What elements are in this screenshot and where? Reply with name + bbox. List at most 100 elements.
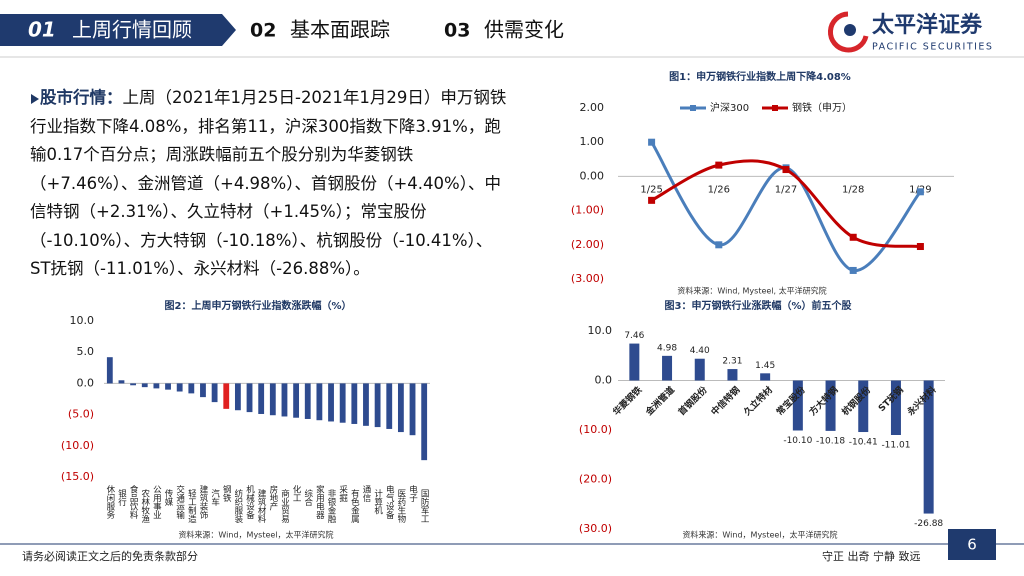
x-tick-label: 建筑材料	[256, 488, 266, 524]
x-tick-label: 建筑装饰	[198, 484, 208, 520]
bar	[165, 383, 171, 390]
bar	[281, 383, 288, 417]
logo-icon	[827, 11, 869, 53]
x-tick-label: 1/25	[640, 184, 662, 195]
x-tick-label: 金洲管道	[642, 384, 677, 419]
value-label: -10.18	[816, 436, 845, 446]
bar	[234, 383, 241, 411]
bar	[246, 383, 253, 413]
x-tick-label: 医药生物	[396, 489, 406, 524]
y-tick-label: (10.0)	[579, 423, 612, 436]
bar	[106, 357, 113, 384]
bar	[421, 383, 428, 461]
x-tick-label: 久立特材	[741, 384, 775, 418]
tab-label: 供需变化	[484, 18, 564, 42]
bar	[130, 383, 137, 386]
x-tick-label: ST抚钢	[876, 384, 906, 414]
x-tick-label: 电子	[408, 484, 418, 502]
y-tick-label: 2.00	[580, 101, 605, 114]
value-label: -10.10	[783, 436, 812, 446]
x-tick-label: 轻工制造	[186, 488, 196, 524]
x-tick-label: 采掘	[338, 484, 348, 503]
y-tick-label: (30.0)	[579, 522, 612, 535]
x-tick-label: 计算机	[373, 488, 383, 515]
bar	[890, 380, 901, 435]
bar	[374, 383, 381, 428]
bar	[304, 383, 311, 419]
x-tick-label: 商业贸易	[279, 488, 289, 524]
bar	[923, 380, 934, 514]
legend-label: 钢铁（申万）	[792, 101, 852, 114]
tab-num: 02	[250, 20, 276, 42]
point	[916, 243, 924, 251]
bar	[858, 380, 869, 433]
bar	[258, 383, 265, 414]
x-tick-label: 综合	[303, 488, 313, 507]
y-tick-label: 0.0	[595, 374, 613, 387]
x-tick-label: 家用电器	[314, 484, 324, 520]
y-tick-label: (5.0)	[68, 408, 94, 421]
y-tick-label: (1.00)	[571, 204, 604, 217]
value-label: 2.31	[722, 357, 742, 367]
legend-marker	[690, 105, 696, 111]
bullet	[31, 93, 39, 104]
value-label: 4.98	[657, 343, 677, 353]
x-tick-label: 化工	[291, 484, 301, 502]
bar	[211, 383, 218, 403]
x-tick-label: 非银金融	[326, 488, 336, 524]
x-tick-label: 农林牧渔	[140, 488, 150, 523]
y-tick-label: 0.00	[580, 169, 605, 182]
x-tick-label: 杭钢股份	[839, 383, 874, 418]
bar	[269, 383, 276, 416]
point	[916, 188, 924, 196]
point	[849, 233, 857, 241]
bar	[339, 383, 346, 423]
legend-marker	[772, 105, 778, 111]
x-tick-label: 纺织服装	[233, 488, 243, 524]
x-tick-label: 1/28	[842, 184, 864, 195]
value-label: 4.40	[690, 346, 710, 356]
tab-num: 03	[444, 20, 470, 42]
bar	[118, 380, 125, 384]
chart-title: 图3：申万钢铁行业涨跌幅（%）前五个股	[665, 299, 853, 312]
bar	[188, 383, 195, 394]
line-series	[650, 141, 922, 272]
x-tick-label: 食品饮料	[128, 484, 138, 520]
y-tick-label: 10.0	[588, 324, 613, 337]
y-tick-label: (15.0)	[61, 470, 94, 483]
y-tick-label: (10.0)	[61, 439, 94, 452]
bar	[397, 383, 404, 433]
bar	[351, 383, 358, 424]
tab-label: 基本面跟踪	[290, 18, 390, 42]
chart-source: 资料来源：Wind，Mysteel，太平洋研究院	[178, 530, 333, 540]
bar	[409, 383, 416, 436]
bar	[200, 383, 206, 398]
y-tick-label: (2.00)	[571, 238, 604, 251]
x-tick-label: 机械设备	[245, 484, 255, 520]
bar	[727, 369, 738, 381]
x-tick-label: 电气设备	[384, 484, 394, 520]
chart-source: 资料来源：Wind，Mysteel，太平洋研究院	[682, 530, 837, 540]
chart-source: 资料来源：Wind, Mysteel, 太平洋研究院	[677, 286, 826, 296]
bar	[760, 373, 771, 381]
point	[849, 266, 857, 274]
point	[715, 241, 723, 249]
y-tick-label: 0.0	[77, 376, 95, 389]
chart-title: 图1：申万钢铁行业指数上周下降4.08%	[669, 70, 851, 83]
x-tick-label: 1/27	[775, 184, 797, 195]
point	[715, 161, 723, 169]
x-tick-label: 银行	[116, 488, 126, 507]
page-number: 6	[967, 536, 977, 554]
tab-num: 01	[28, 18, 56, 42]
y-tick-label: 1.00	[580, 135, 605, 148]
motto: 守正 出奇 宁静 致远	[822, 549, 921, 563]
body-label: 股市行情：	[40, 88, 123, 107]
y-tick-label: 10.0	[70, 314, 95, 327]
disclaimer: 请务必阅读正文之后的免责条款部分	[22, 549, 198, 563]
x-tick-label: 国防军工	[419, 489, 429, 523]
point	[782, 166, 790, 174]
x-tick-label: 钢铁	[221, 484, 231, 503]
x-tick-label: 休闲服务	[105, 484, 115, 520]
y-tick-label: (20.0)	[579, 473, 612, 486]
x-tick-label: 首钢股份	[676, 383, 711, 418]
